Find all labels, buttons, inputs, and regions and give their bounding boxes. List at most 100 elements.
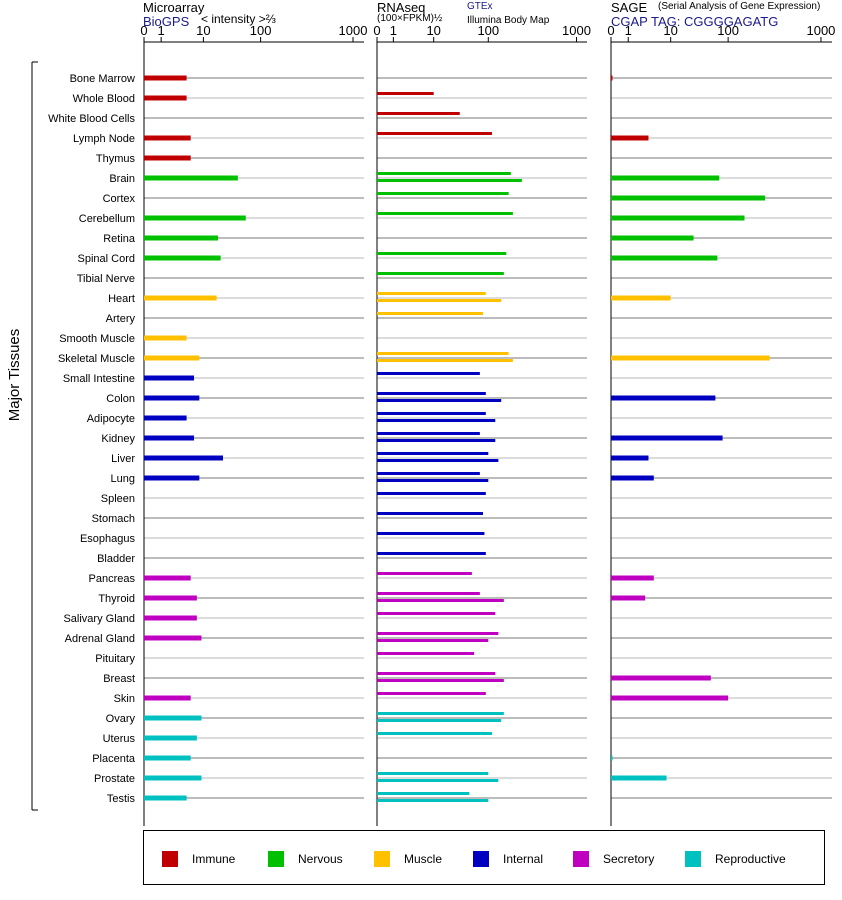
legend-label-muscle: Muscle — [404, 852, 443, 866]
sage-bar — [611, 255, 718, 261]
rnaseq-gtex-bar — [377, 432, 480, 435]
rnaseq-gtex-bar — [377, 272, 504, 275]
rnaseq-gtex-bar — [377, 552, 486, 555]
rnaseq-illumina-bar — [377, 419, 496, 422]
rnaseq-illumina-bar — [377, 799, 489, 802]
rnaseq-illumina-bar — [377, 399, 502, 402]
tissue-label: Stomach — [92, 513, 135, 525]
tissue-label: White Blood Cells — [48, 113, 135, 125]
rnaseq-gtex-bar — [377, 192, 509, 195]
sage-bar — [611, 455, 649, 461]
microarray-bar — [144, 375, 195, 381]
rnaseq-source-gtex: GTEx — [467, 1, 493, 12]
microarray-scale: < intensity >⅔ — [201, 12, 276, 26]
legend-label-internal: Internal — [503, 852, 544, 866]
sage-bar — [611, 75, 613, 81]
rnaseq-gtex-bar — [377, 112, 460, 115]
rnaseq-illumina-bar — [377, 439, 496, 442]
sage-tick-label: 0 — [607, 23, 614, 38]
rnaseq-illumina-bar — [377, 479, 489, 482]
microarray-tick-label: 10 — [196, 23, 210, 38]
rnaseq-tick-label: 1000 — [562, 23, 591, 38]
rnaseq-illumina-bar — [377, 179, 522, 182]
sage-tick-label: 100 — [717, 23, 739, 38]
legend-swatch-reproductive — [685, 851, 701, 867]
tissue-label: Heart — [108, 293, 135, 305]
tissue-label: Smooth Muscle — [59, 333, 135, 345]
rnaseq-gtex-bar — [377, 92, 434, 95]
tissue-label: Bladder — [97, 553, 135, 565]
tissue-label: Colon — [106, 393, 135, 405]
tissue-label: Skin — [114, 693, 135, 705]
rnaseq-gtex-bar — [377, 412, 486, 415]
rnaseq-illumina-bar — [377, 459, 499, 462]
microarray-bar — [144, 415, 187, 421]
legend: Immune Nervous Muscle Internal Secretory… — [143, 830, 825, 885]
tissue-label: Kidney — [101, 433, 135, 445]
rnaseq-gtex-bar — [377, 372, 480, 375]
rnaseq-gtex-bar — [377, 612, 496, 615]
sage-bar — [611, 475, 654, 481]
legend-item-internal: Internal — [473, 851, 543, 867]
rnaseq-tick-label: 10 — [426, 23, 440, 38]
rnaseq-gtex-bar — [377, 652, 475, 655]
microarray-bar — [144, 155, 191, 161]
rnaseq-illumina-bar — [377, 639, 489, 642]
sage-bar — [611, 395, 716, 401]
tissue-label: Cortex — [103, 193, 136, 205]
microarray-bar — [144, 235, 219, 241]
rnaseq-gtex-bar — [377, 712, 504, 715]
microarray-bar — [144, 695, 191, 701]
tissue-label: Thymus — [96, 153, 136, 165]
tissue-label: Whole Blood — [73, 93, 135, 105]
sage-bar — [611, 355, 770, 361]
sage-bar — [611, 175, 720, 181]
tissue-label: Ovary — [106, 713, 136, 725]
legend-swatch-muscle — [374, 851, 390, 867]
microarray-tick-label: 0 — [140, 23, 147, 38]
legend-swatch-nervous — [268, 851, 284, 867]
legend-item-muscle: Muscle — [374, 851, 442, 867]
sage-bar — [611, 575, 654, 581]
tissue-label: Uterus — [103, 733, 136, 745]
rnaseq-gtex-bar — [377, 792, 470, 795]
microarray-bar — [144, 795, 187, 801]
microarray-bar — [144, 395, 200, 401]
sage-tick-label: 1000 — [806, 23, 835, 38]
legend-item-immune: Immune — [162, 851, 235, 867]
tissue-label: Tibial Nerve — [77, 273, 135, 285]
tissue-label: Pancreas — [89, 573, 136, 585]
rnaseq-illumina-bar — [377, 299, 502, 302]
tissue-label: Breast — [103, 673, 135, 685]
microarray-bar — [144, 755, 191, 761]
tissue-label: Adrenal Gland — [65, 633, 135, 645]
rnaseq-gtex-bar — [377, 292, 486, 295]
tissue-label: Adipocyte — [87, 413, 135, 425]
sage-title: SAGE — [611, 0, 648, 15]
rnaseq-gtex-bar — [377, 172, 511, 175]
rnaseq-gtex-bar — [377, 252, 507, 255]
sage-bar — [611, 195, 766, 201]
tissue-label: Placenta — [92, 753, 136, 765]
tissue-label: Spleen — [101, 493, 135, 505]
rnaseq-illumina-bar — [377, 779, 499, 782]
microarray-bar — [144, 295, 217, 301]
microarray-bar — [144, 255, 221, 261]
tissue-label: Thyroid — [98, 593, 135, 605]
microarray-bar — [144, 475, 200, 481]
tissue-label: Esophagus — [80, 533, 136, 545]
tissue-label: Lymph Node — [73, 133, 135, 145]
microarray-bar — [144, 95, 187, 101]
microarray-bar — [144, 715, 202, 721]
microarray-bar — [144, 615, 197, 621]
microarray-tick-label: 100 — [250, 23, 272, 38]
microarray-tick-label: 1000 — [339, 23, 368, 38]
microarray-bar — [144, 135, 191, 141]
rnaseq-gtex-bar — [377, 352, 509, 355]
legend-label-reproductive: Reproductive — [715, 852, 786, 866]
rnaseq-gtex-bar — [377, 592, 480, 595]
microarray-source: BioGPS — [143, 14, 190, 29]
sage-bar — [611, 215, 745, 221]
rnaseq-source-illumina: Illumina Body Map — [467, 15, 550, 26]
microarray-bar — [144, 455, 223, 461]
